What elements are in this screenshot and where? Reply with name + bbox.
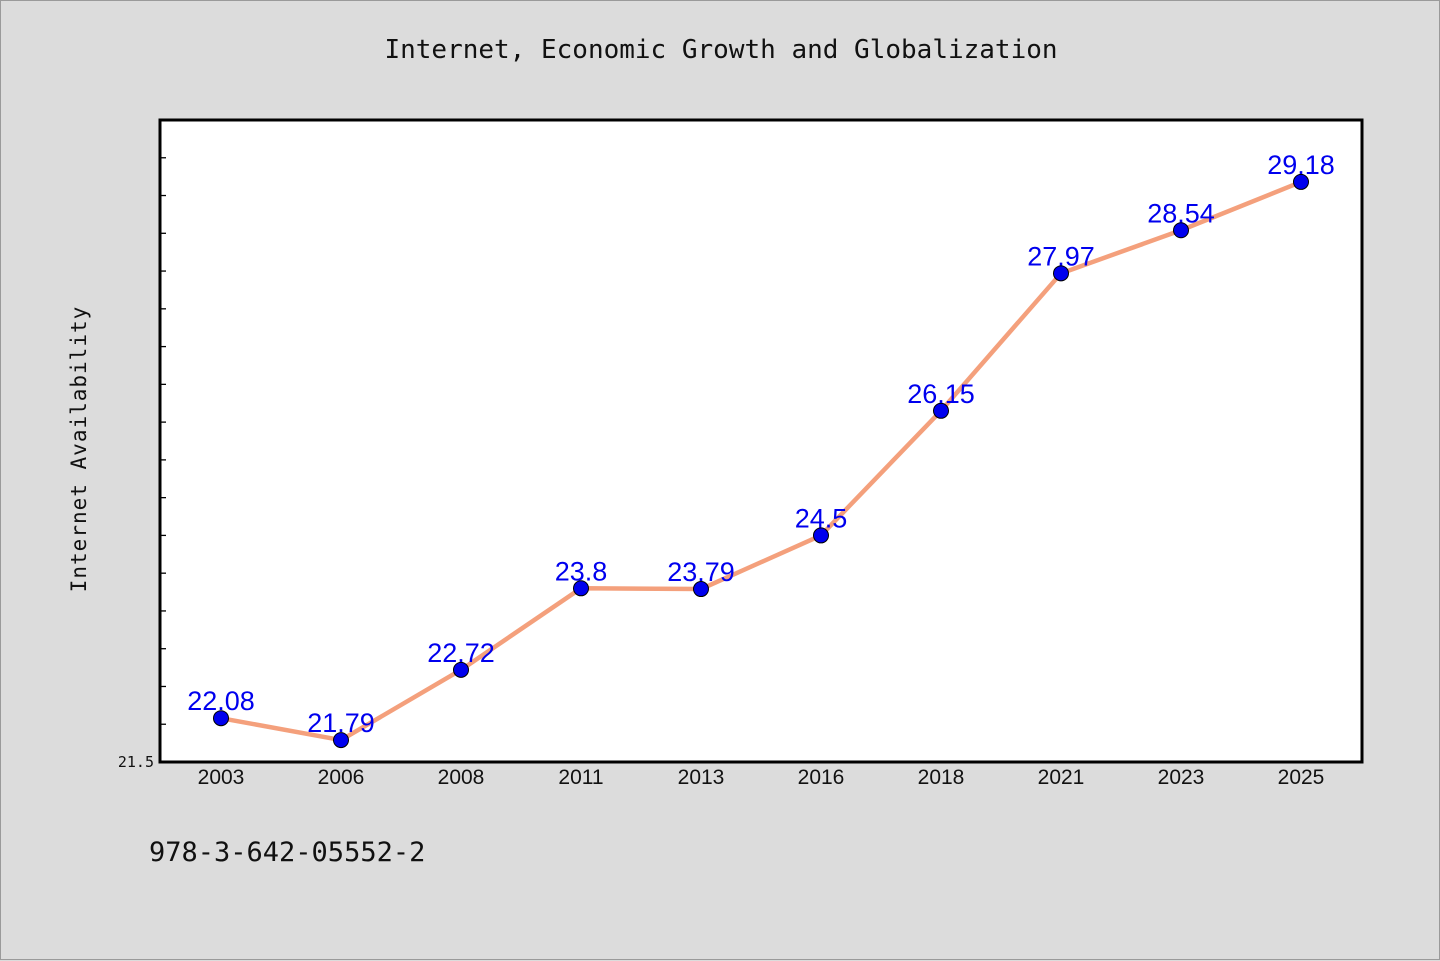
data-point xyxy=(813,527,829,544)
x-tick-label: 2025 xyxy=(1278,766,1325,789)
series-layer: 22.08 21.79 22.72 23.8 23.79 24.5 26.15 27.97 28… xyxy=(187,150,1335,749)
x-tick-label: 2011 xyxy=(558,766,603,789)
data-label: 23.8 xyxy=(555,556,608,586)
data-point xyxy=(1293,173,1309,190)
data-label: 23.79 xyxy=(667,557,735,587)
data-label: 27.97 xyxy=(1027,241,1095,271)
plot-area xyxy=(158,118,1364,764)
x-tick-label: 2008 xyxy=(438,766,485,789)
x-tick-label: 2021 xyxy=(1038,766,1085,789)
data-label: 28.54 xyxy=(1147,198,1215,228)
data-point xyxy=(1053,265,1069,282)
data-point xyxy=(453,661,469,678)
data-label: 22.08 xyxy=(187,686,255,716)
data-point xyxy=(933,402,949,419)
y-tick-label: 21.5 xyxy=(118,753,154,771)
data-label: 29.18 xyxy=(1267,150,1335,180)
x-tick-label: 2006 xyxy=(318,766,365,789)
x-tick-label: 2016 xyxy=(798,766,845,789)
chart-title: Internet, Economic Growth and Globalizat… xyxy=(384,35,1058,65)
footer-code: 978-3-642-05552-2 xyxy=(149,837,426,868)
data-point xyxy=(333,732,349,749)
series-line xyxy=(218,179,1304,743)
data-label: 21.79 xyxy=(307,708,375,738)
data-label: 24.5 xyxy=(795,503,848,533)
x-tick-label: 2003 xyxy=(198,766,245,789)
x-tick-label: 2013 xyxy=(678,766,725,789)
x-tick-label: 2018 xyxy=(918,766,965,789)
x-tick-label: 2023 xyxy=(1158,766,1205,789)
x-ticks: 2003 2006 2008 2011 2013 2016 2018 2021 2023 2025 xyxy=(198,766,1325,789)
data-point xyxy=(573,580,589,597)
data-label: 26.15 xyxy=(907,379,975,409)
y-ticks: 21.5 xyxy=(118,157,166,771)
data-label: 22.72 xyxy=(427,638,495,668)
data-point xyxy=(693,581,709,598)
data-point xyxy=(213,710,229,727)
data-point xyxy=(1173,222,1189,239)
